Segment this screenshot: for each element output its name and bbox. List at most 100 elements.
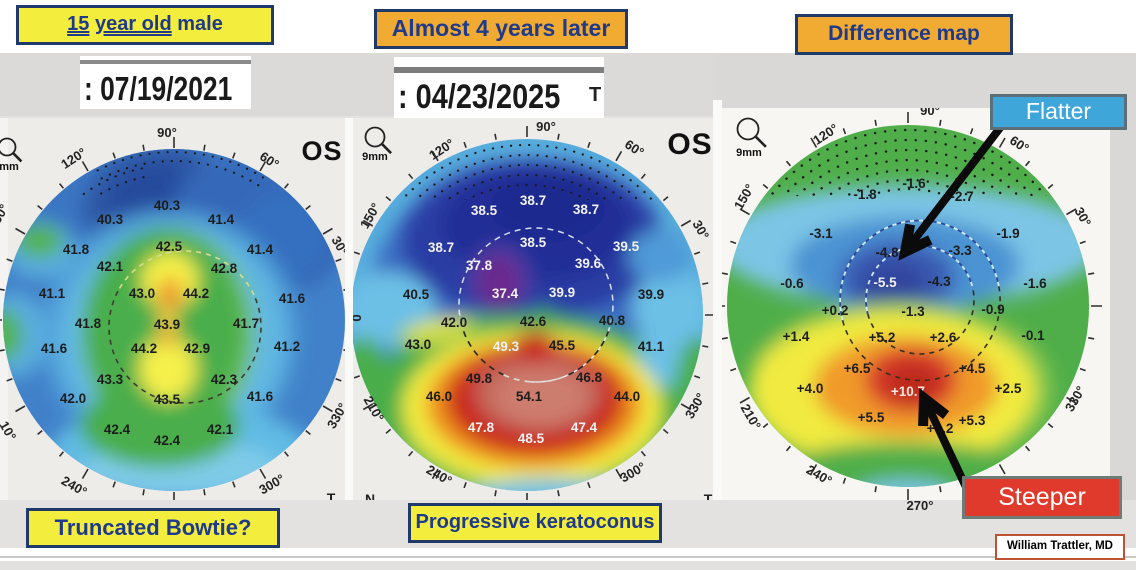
svg-text:41.1: 41.1 [39, 286, 66, 301]
svg-text:41.1: 41.1 [638, 339, 665, 354]
svg-text:+4.0: +4.0 [797, 381, 824, 396]
svg-text:+0.2: +0.2 [822, 303, 849, 318]
svg-text:47.4: 47.4 [571, 420, 598, 435]
svg-text:40.8: 40.8 [599, 313, 626, 328]
svg-text:50°: 50° [0, 201, 12, 226]
svg-text:42.5: 42.5 [156, 239, 183, 254]
svg-text:42.0: 42.0 [60, 391, 86, 406]
svg-text:-3.1: -3.1 [809, 226, 833, 241]
svg-text:330°: 330° [682, 390, 708, 421]
svg-text:42.0: 42.0 [441, 315, 467, 330]
svg-text:270°: 270° [907, 498, 934, 513]
svg-text:-1.6: -1.6 [1023, 276, 1047, 291]
svg-text:39.9: 39.9 [549, 285, 575, 300]
svg-text:+2.6: +2.6 [930, 330, 957, 345]
svg-text:-2.7: -2.7 [950, 189, 973, 204]
svg-text:38.5: 38.5 [520, 235, 547, 250]
svg-text:40.3: 40.3 [97, 212, 124, 227]
svg-text:-1.8: -1.8 [853, 187, 877, 202]
svg-text:240°: 240° [59, 473, 90, 499]
svg-text:44.2: 44.2 [183, 286, 209, 301]
svg-text:37.4: 37.4 [492, 286, 519, 301]
svg-text:43.9: 43.9 [154, 317, 180, 332]
svg-text:38.7: 38.7 [428, 240, 454, 255]
svg-text:T: T [327, 490, 336, 506]
svg-text:42.1: 42.1 [97, 259, 124, 274]
svg-text:41.7: 41.7 [233, 316, 259, 331]
svg-text:+5.5: +5.5 [858, 410, 885, 425]
svg-text:120°: 120° [58, 145, 89, 172]
svg-text:60°: 60° [622, 137, 647, 160]
svg-text:10°: 10° [0, 418, 19, 443]
svg-text:49.3: 49.3 [493, 339, 520, 354]
svg-text:-0.9: -0.9 [981, 302, 1004, 317]
svg-text:60°: 60° [1007, 133, 1032, 156]
svg-text:38.7: 38.7 [573, 202, 599, 217]
svg-text:47.8: 47.8 [468, 420, 495, 435]
svg-text:41.6: 41.6 [279, 291, 306, 306]
svg-text:-1.9: -1.9 [996, 226, 1019, 241]
svg-text:45.5: 45.5 [549, 338, 576, 353]
svg-text:-0.1: -0.1 [1021, 328, 1045, 343]
svg-text:49.8: 49.8 [466, 371, 493, 386]
svg-text:41.2: 41.2 [274, 339, 300, 354]
svg-text:-1.6: -1.6 [902, 176, 926, 191]
svg-text:54.1: 54.1 [516, 389, 543, 404]
svg-text:41.6: 41.6 [247, 389, 274, 404]
svg-text:42.3: 42.3 [211, 372, 238, 387]
svg-text:38.7: 38.7 [520, 193, 546, 208]
svg-text:48.5: 48.5 [518, 431, 545, 446]
svg-text:9mm: 9mm [736, 147, 762, 159]
svg-text:42.8: 42.8 [211, 261, 238, 276]
svg-text:39.6: 39.6 [575, 256, 602, 271]
svg-text:42.4: 42.4 [104, 422, 131, 437]
svg-text:44.2: 44.2 [131, 341, 157, 356]
svg-text:+6.5: +6.5 [844, 361, 871, 376]
svg-text:46.0: 46.0 [426, 389, 452, 404]
svg-text:46.8: 46.8 [576, 370, 603, 385]
svg-text:0: 0 [349, 314, 364, 321]
svg-text:43.5: 43.5 [154, 392, 181, 407]
svg-text:OS: OS [667, 128, 712, 161]
svg-text:300°: 300° [256, 471, 287, 497]
svg-text:OS: OS [301, 136, 342, 166]
svg-text:40.3: 40.3 [154, 198, 181, 213]
svg-text:42.9: 42.9 [184, 341, 210, 356]
svg-text:41.8: 41.8 [63, 242, 90, 257]
svg-text:41.4: 41.4 [247, 242, 274, 257]
svg-text:41.6: 41.6 [41, 341, 68, 356]
svg-text:42.1: 42.1 [207, 422, 234, 437]
svg-text:30°: 30° [1071, 204, 1094, 229]
svg-text:30°: 30° [328, 233, 351, 258]
svg-text:330°: 330° [324, 400, 350, 431]
svg-text:N: N [365, 491, 375, 507]
svg-text:30°: 30° [689, 217, 712, 242]
svg-text:-1.3: -1.3 [901, 304, 925, 319]
svg-text:-4.3: -4.3 [927, 274, 951, 289]
svg-text:37.8: 37.8 [466, 258, 493, 273]
svg-text:90°: 90° [536, 119, 556, 134]
svg-text:+10.7: +10.7 [891, 384, 925, 399]
svg-text:150°: 150° [731, 181, 757, 212]
svg-text:38.5: 38.5 [471, 203, 498, 218]
svg-text:43.3: 43.3 [97, 372, 124, 387]
svg-text:90°: 90° [157, 125, 177, 140]
svg-text:-4.8: -4.8 [875, 245, 899, 260]
svg-text:44.0: 44.0 [614, 389, 640, 404]
svg-text:41.8: 41.8 [75, 316, 102, 331]
svg-text:T: T [704, 491, 713, 507]
svg-text:43.0: 43.0 [405, 337, 431, 352]
svg-text:9mm: 9mm [362, 151, 388, 163]
svg-text:-5.5: -5.5 [873, 275, 897, 290]
svg-text:43.0: 43.0 [129, 286, 155, 301]
svg-text:41.4: 41.4 [208, 212, 235, 227]
svg-text:42.6: 42.6 [520, 314, 547, 329]
svg-text:+5.3: +5.3 [959, 413, 986, 428]
svg-text:40.5: 40.5 [403, 287, 430, 302]
svg-text:42.4: 42.4 [154, 433, 181, 448]
svg-text:-0.6: -0.6 [780, 276, 804, 291]
svg-text:90°: 90° [920, 103, 940, 118]
svg-text:+4.5: +4.5 [959, 361, 986, 376]
svg-text:mm: mm [0, 161, 19, 173]
svg-text:+1.4: +1.4 [783, 329, 810, 344]
